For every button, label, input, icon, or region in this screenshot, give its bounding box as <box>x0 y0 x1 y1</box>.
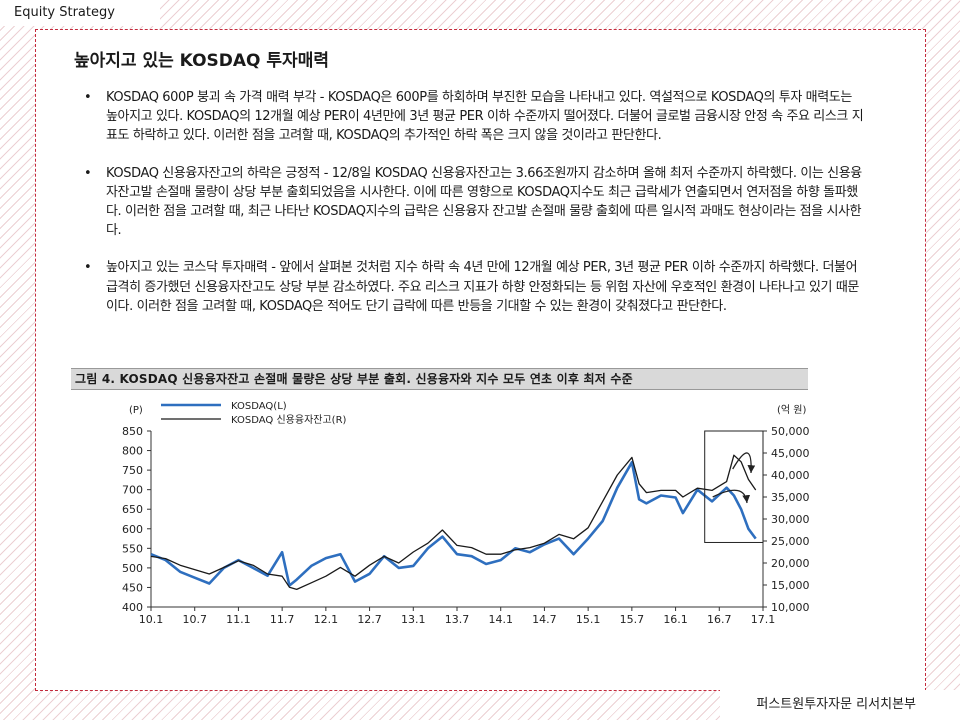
right-tick-label: 40,000 <box>771 469 810 482</box>
legend-label: KOSDAQ 신용융자잔고(R) <box>231 414 347 426</box>
x-tick-label: 14.1 <box>488 613 513 626</box>
right-axis-unit: (억 원) <box>777 404 806 416</box>
footer-label: 퍼스트원투자자문 리서치본부 <box>720 690 960 720</box>
left-tick-label: 550 <box>122 542 143 555</box>
chart: 850 800 750 700 650 600 550 500 450 400 50,000 45,0… <box>71 394 811 629</box>
left-tick-label: 650 <box>122 503 143 516</box>
right-tick-label: 10,000 <box>771 601 810 614</box>
content-panel <box>35 29 926 691</box>
bullet-text: KOSDAQ 600P 붕괴 속 가격 매력 부각 - KOSDAQ은 600P… <box>106 90 864 144</box>
figure-caption: 그림 4. KOSDAQ 신용융자잔고 손절매 물량은 상당 부분 출회. 신용… <box>71 368 808 390</box>
x-tick-label: 12.1 <box>314 613 339 626</box>
chart-plot-group: 850 800 750 700 650 600 550 500 450 400 50,000 45,0… <box>122 401 810 626</box>
left-tick-label: 750 <box>122 464 143 477</box>
left-tick-label: 450 <box>122 581 143 594</box>
x-tick-label: 16.1 <box>663 613 688 626</box>
left-tick-label: 400 <box>122 601 143 614</box>
left-tick-label: 600 <box>122 523 143 536</box>
x-tick-label: 11.1 <box>226 613 251 626</box>
section-label: Equity Strategy <box>0 0 160 26</box>
chart-svg: 850 800 750 700 650 600 550 500 450 400 50,000 45,0… <box>122 401 810 626</box>
left-tick-label: 800 <box>122 445 143 458</box>
highlight-box <box>704 430 764 543</box>
x-tick-label: 11.7 <box>270 613 295 626</box>
bullet-dot-icon: • <box>84 165 92 181</box>
right-tick-label: 30,000 <box>771 513 810 526</box>
left-tick-label: 850 <box>122 425 143 438</box>
bullet-text: KOSDAQ 신용융자잔고의 하락은 긍정적 - 12/8일 KOSDAQ 신용… <box>106 165 862 239</box>
series-line-kosdaq <box>150 461 757 587</box>
bullet-item: • KOSDAQ 신용융자잔고의 하락은 긍정적 - 12/8일 KOSDAQ … <box>84 164 864 241</box>
x-tick-label: 17.1 <box>751 613 776 626</box>
x-tick-label: 14.7 <box>532 613 557 626</box>
bullet-dot-icon: • <box>84 90 92 105</box>
legend-label: KOSDAQ(L) <box>231 401 287 412</box>
bullet-dot-icon: • <box>84 260 92 276</box>
x-tick-label: 15.1 <box>576 613 601 626</box>
trend-arrow-index <box>712 489 751 504</box>
x-tick-label: 12.7 <box>357 613 382 626</box>
right-tick-label: 45,000 <box>771 447 810 460</box>
x-tick-label: 13.7 <box>445 613 470 626</box>
bullet-text: 높아지고 있는 코스닥 투자매력 - 앞에서 살펴본 것처럼 지수 하락 속 4… <box>106 260 859 314</box>
series-line-credit-balance <box>150 454 757 591</box>
left-tick-label: 500 <box>122 562 143 575</box>
x-tick-label: 13.1 <box>401 613 426 626</box>
right-tick-label: 15,000 <box>771 579 810 592</box>
left-tick-label: 700 <box>122 484 143 497</box>
bullet-list: • KOSDAQ 600P 붕괴 속 가격 매력 부각 - KOSDAQ은 60… <box>84 88 864 334</box>
right-tick-label: 50,000 <box>771 425 810 438</box>
x-tick-label: 16.7 <box>707 613 732 626</box>
bullet-item: • KOSDAQ 600P 붕괴 속 가격 매력 부각 - KOSDAQ은 60… <box>84 88 864 146</box>
bullet-item: • 높아지고 있는 코스닥 투자매력 - 앞에서 살펴본 것처럼 지수 하락 속… <box>84 258 864 316</box>
left-axis-unit: (P) <box>129 405 143 416</box>
page-title: 높아지고 있는 KOSDAQ 투자매력 <box>74 51 329 71</box>
trend-arrow-credit <box>732 452 756 474</box>
x-tick-label: 15.7 <box>620 613 645 626</box>
right-tick-label: 35,000 <box>771 491 810 504</box>
x-tick-label: 10.1 <box>139 613 164 626</box>
x-tick-label: 10.7 <box>182 613 207 626</box>
right-tick-label: 20,000 <box>771 557 810 570</box>
right-tick-label: 25,000 <box>771 535 810 548</box>
